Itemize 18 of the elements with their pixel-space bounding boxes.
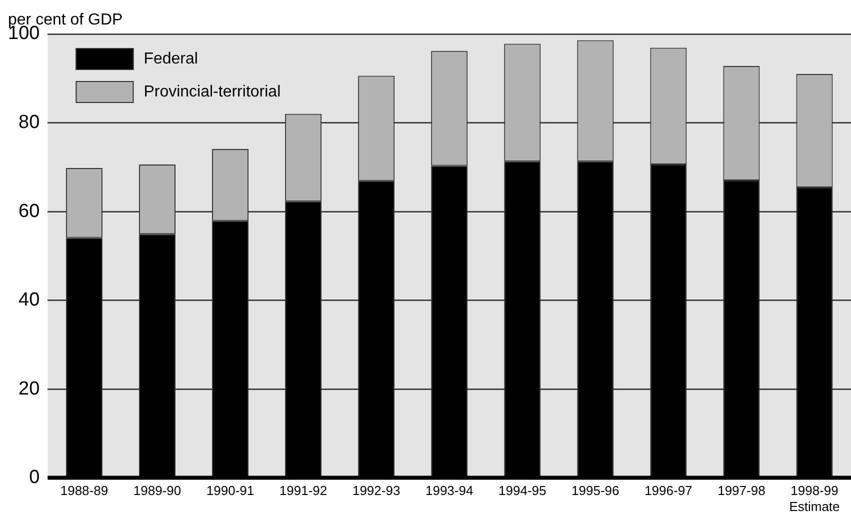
x-tick-label: 1998-99 Estimate: [789, 483, 840, 514]
y-tick-label: 80: [18, 112, 40, 133]
x-tick-label: 1993-94: [425, 483, 474, 498]
x-tick-label: 1989-90: [133, 483, 182, 498]
x-tick-label: 1994-95: [498, 483, 546, 498]
x-tick-label: 1995-96: [572, 483, 620, 498]
x-tick-label: 1996-97: [644, 483, 692, 498]
x-tick-label: 1997-98: [718, 483, 766, 498]
x-tick-label: 1992-93: [352, 483, 400, 498]
y-tick-label: 60: [18, 200, 40, 222]
y-tick-label: 0: [29, 467, 40, 488]
x-tick-label: 1988-89: [60, 483, 108, 498]
x-tick-label: 1991-92: [279, 483, 328, 498]
y-tick-label: 40: [18, 290, 40, 311]
legend-label: Federal: [144, 50, 198, 68]
legend-label: Provincial-territorial: [144, 83, 281, 100]
x-tick-label: 1990-91: [206, 483, 254, 498]
y-tick-label: 20: [18, 378, 40, 400]
